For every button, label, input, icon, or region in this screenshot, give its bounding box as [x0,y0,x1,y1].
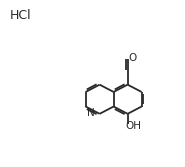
Text: N: N [88,108,95,118]
Text: OH: OH [125,121,141,131]
Text: O: O [129,53,137,63]
Text: HCl: HCl [10,9,31,22]
